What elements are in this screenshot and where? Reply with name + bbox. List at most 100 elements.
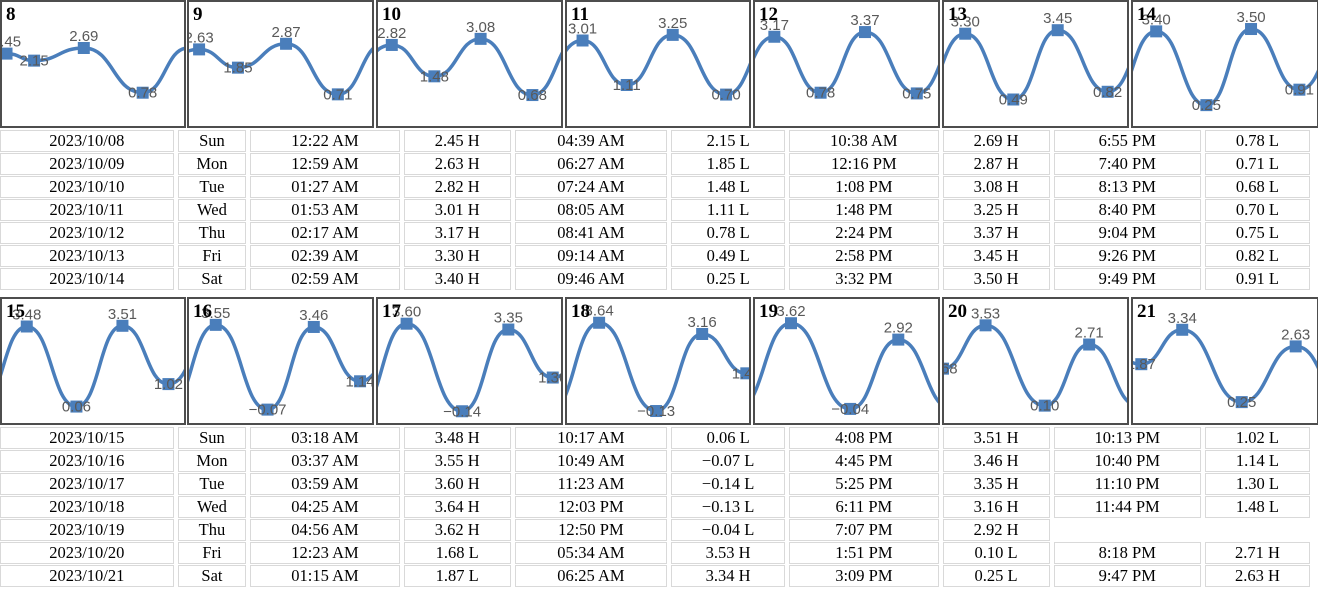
day-chart-15: 3.48 0.06 3.51 1.02 15 xyxy=(0,297,186,425)
tide-marker xyxy=(162,378,175,391)
table-cell: 3.51 H xyxy=(942,427,1050,449)
table-cell: 3.55 H xyxy=(403,450,511,472)
tide-marker xyxy=(331,88,344,101)
day-chart-frame xyxy=(187,0,374,128)
table-cell: Wed xyxy=(177,199,247,221)
day-chart-14: 3.40 0.25 3.50 0.91 14 xyxy=(1131,0,1318,128)
tide-marker xyxy=(1150,25,1163,38)
table-cell: 04:25 AM xyxy=(250,496,400,518)
day-chart-frame xyxy=(0,297,186,425)
tide-value-label: 0.68 xyxy=(518,87,547,104)
table-cell: 01:15 AM xyxy=(250,565,400,587)
day-chart-12: 3.17 0.78 3.37 0.75 12 xyxy=(753,0,940,128)
tide-value-label: 3.62 xyxy=(776,303,805,320)
tide-value-label: 3.51 xyxy=(108,306,137,323)
table-cell: 01:53 AM xyxy=(250,199,400,221)
table-cell: 10:49 AM xyxy=(514,450,668,472)
table-cell: 03:18 AM xyxy=(250,427,400,449)
table-cell: 08:05 AM xyxy=(514,199,668,221)
tide-marker xyxy=(385,38,398,51)
day-chart-frame xyxy=(753,0,940,128)
tide-value-label: 2.15 xyxy=(20,53,49,70)
table-cell: 0.25 L xyxy=(671,268,786,290)
tide-curve xyxy=(1,324,185,409)
tide-value-label: 0.10 xyxy=(1030,398,1059,415)
table-cell: 08:41 AM xyxy=(514,222,668,244)
tide-value-label: 2.87 xyxy=(271,24,300,41)
day-number-label: 12 xyxy=(759,4,778,25)
tide-value-label: 0.75 xyxy=(902,85,931,102)
day-chart-16: 3.55 −0.07 3.46 1.14 16 xyxy=(187,297,374,425)
tide-marker xyxy=(620,78,633,91)
table-row: 2023/10/12 Thu 02:17 AM 3.17 H 08:41 AM 0.78 … xyxy=(0,222,1310,244)
tide-curve xyxy=(943,323,1128,408)
tide-value-label: 1.30 xyxy=(538,370,567,387)
table-cell: 02:17 AM xyxy=(250,222,400,244)
tide-value-label: 2.69 xyxy=(69,28,98,45)
table-cell: 2.87 H xyxy=(942,153,1050,175)
table-cell: 07:24 AM xyxy=(514,176,668,198)
day-chart-frame xyxy=(942,297,1129,425)
tide-charts-week-2: 3.48 0.06 3.51 1.02 15 3.55 −0.07 3.46 1.14 16 3.6… xyxy=(0,297,1318,425)
tide-value-label: 3.01 xyxy=(568,20,597,37)
tide-value-label: 3.30 xyxy=(951,14,980,31)
tide-marker xyxy=(1293,83,1306,96)
table-row: 2023/10/13 Fri 02:39 AM 3.30 H 09:14 AM 0.49 … xyxy=(0,245,1310,267)
tide-value-label: 0.82 xyxy=(1093,84,1122,101)
day-number-label: 15 xyxy=(6,301,25,322)
table-cell: 2.63 H xyxy=(403,153,511,175)
table-cell: 2023/10/11 xyxy=(0,199,174,221)
table-cell: 1.85 L xyxy=(671,153,786,175)
table-cell: 12:59 AM xyxy=(250,153,400,175)
table-cell: 8:40 PM xyxy=(1053,199,1201,221)
table-cell: 1:48 PM xyxy=(789,199,939,221)
table-cell: 4:45 PM xyxy=(789,450,939,472)
table-cell: 1:51 PM xyxy=(789,542,939,564)
table-cell: 1.14 L xyxy=(1204,450,1310,472)
tide-marker xyxy=(1135,358,1148,371)
table-cell: 2023/10/21 xyxy=(0,565,174,587)
tide-value-label: 1.85 xyxy=(223,60,252,77)
table-cell: 0.78 L xyxy=(1204,130,1310,152)
table-cell: 3.25 H xyxy=(942,199,1050,221)
day-number-label: 9 xyxy=(193,4,203,25)
tide-value-label: 1.11 xyxy=(613,77,641,94)
table-cell: 1:08 PM xyxy=(789,176,939,198)
tide-value-label: 3.50 xyxy=(1236,9,1265,26)
tide-marker xyxy=(768,30,781,43)
table-row: 2023/10/11 Wed 01:53 AM 3.01 H 08:05 AM 1.11 … xyxy=(0,199,1310,221)
table-row: 2023/10/08 Sun 12:22 AM 2.45 H 04:39 AM 2.15 … xyxy=(0,130,1310,152)
table-cell: 6:11 PM xyxy=(789,496,939,518)
tide-value-label: 3.45 xyxy=(1043,10,1072,27)
tide-value-label: −0.07 xyxy=(249,402,287,419)
tide-marker xyxy=(77,41,90,54)
tide-marker xyxy=(576,34,589,47)
table-cell: 0.71 L xyxy=(1204,153,1310,175)
tide-marker xyxy=(892,333,905,346)
table-row: 2023/10/15 Sun 03:18 AM 3.48 H 10:17 AM 0.06 … xyxy=(0,427,1310,449)
table-cell: 0.75 L xyxy=(1204,222,1310,244)
table-cell: 05:34 AM xyxy=(514,542,668,564)
table-cell: 3.30 H xyxy=(403,245,511,267)
table-cell: 2.71 H xyxy=(1204,542,1310,564)
tide-marker xyxy=(785,317,797,330)
table-cell: 5:25 PM xyxy=(789,473,939,495)
table-cell: 0.10 L xyxy=(942,542,1050,564)
day-number-label: 19 xyxy=(759,301,778,322)
tide-marker xyxy=(20,320,33,333)
table-cell: Sat xyxy=(177,565,247,587)
table-row: 2023/10/16 Mon 03:37 AM 3.55 H 10:49 AM −0.07… xyxy=(0,450,1310,472)
table-cell: 2023/10/20 xyxy=(0,542,174,564)
table-cell: 0.78 L xyxy=(671,222,786,244)
tide-marker xyxy=(696,327,709,340)
day-number-label: 21 xyxy=(1137,301,1156,322)
table-cell: Sat xyxy=(177,268,247,290)
day-chart-11: 3.01 1.11 3.25 0.70 11 xyxy=(565,0,751,128)
tide-marker xyxy=(959,27,972,40)
tide-marker xyxy=(231,61,244,74)
table-cell: 2.92 H xyxy=(942,519,1050,541)
day-chart-frame xyxy=(376,297,563,425)
tide-value-label: 2.63 xyxy=(1281,326,1310,343)
tide-marker xyxy=(1176,323,1189,336)
tide-value-label: 1.87 xyxy=(1127,356,1156,373)
